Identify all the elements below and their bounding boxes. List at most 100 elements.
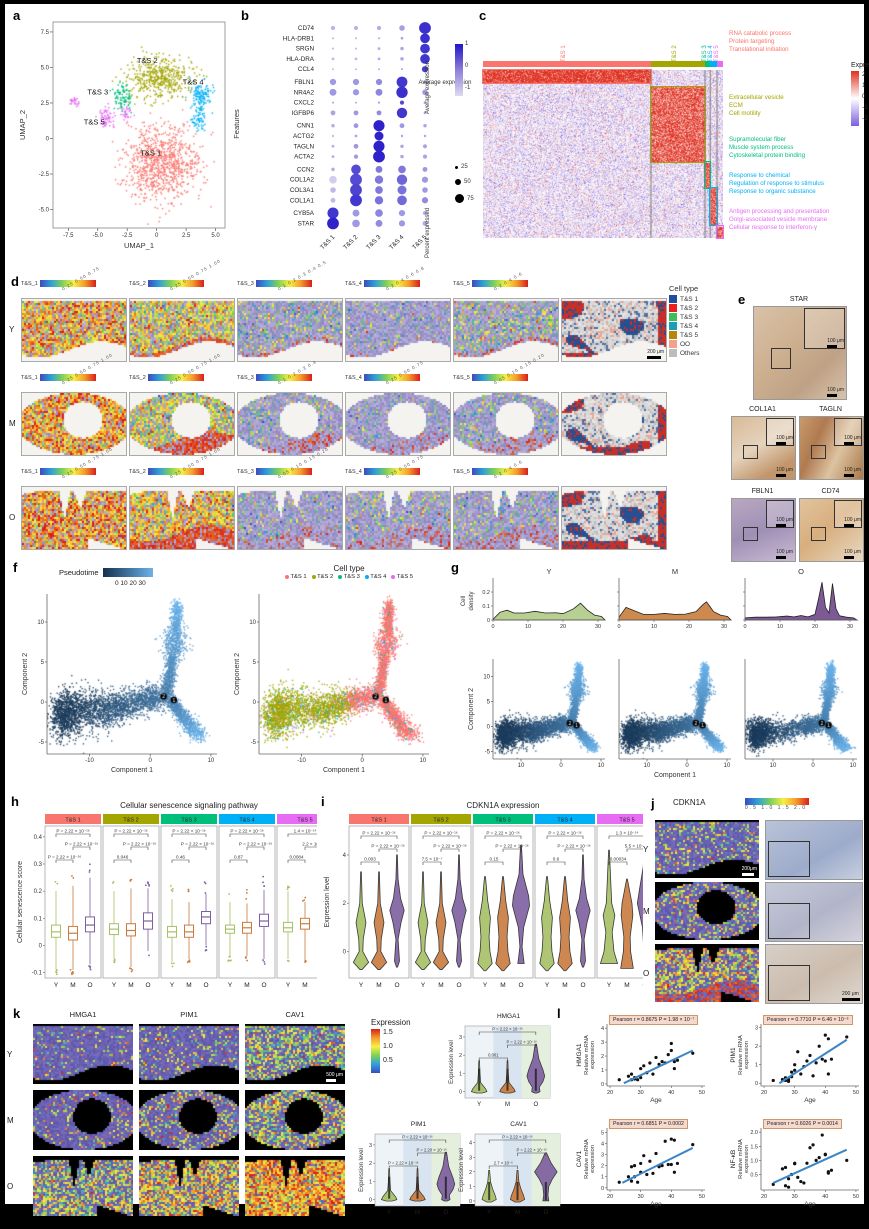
- svg-text:CNN1: CNN1: [297, 123, 315, 130]
- svg-text:P = 2.22 × 10⁻¹⁶: P = 2.22 × 10⁻¹⁶: [362, 831, 395, 836]
- panel-label-k: k: [13, 1006, 21, 1021]
- svg-text:1.3 × 10⁻¹⁴: 1.3 × 10⁻¹⁴: [616, 831, 639, 836]
- scale-inset: 100 μm: [776, 517, 793, 528]
- svg-text:30: 30: [721, 624, 727, 630]
- scale-inset: 100 μm: [844, 435, 861, 446]
- spatial-map-M-T&S_4: [345, 392, 451, 456]
- spatial-map-Y-T&S_3: [237, 298, 343, 362]
- svg-text:3: 3: [601, 1040, 604, 1046]
- panel-label-j: j: [651, 796, 655, 811]
- svg-text:M: M: [438, 982, 443, 989]
- colorbar-title: T&S_4: [345, 280, 362, 287]
- svg-text:Component 2: Component 2: [468, 688, 475, 730]
- svg-text:0.46: 0.46: [176, 855, 185, 860]
- svg-text:P = 2.20 × 10⁻¹⁶: P = 2.20 × 10⁻¹⁶: [416, 1148, 447, 1153]
- panel-j-cdkn1a: CDKN1A 0.5 1.0 1.5 2.0 Y 200μm M O 200 μm: [643, 798, 865, 1004]
- go-term: ECM: [729, 101, 743, 109]
- svg-text:5.0: 5.0: [211, 233, 220, 239]
- svg-text:-5.0: -5.0: [93, 233, 104, 239]
- svg-text:P = 2.22 × 10⁻¹⁶: P = 2.22 × 10⁻¹⁶: [114, 829, 147, 834]
- j-colorbar: 0.5 1.0 1.5 2.0: [745, 798, 815, 811]
- svg-text:T&S 4: T&S 4: [388, 234, 406, 252]
- j-ihc-scale: 200 μm: [842, 991, 860, 1001]
- svg-text:ACTA2: ACTA2: [294, 154, 314, 161]
- colgroup-label: T&S 2: [672, 45, 678, 62]
- svg-text:30: 30: [792, 1090, 798, 1096]
- colgroup-label: T&S 1: [561, 45, 567, 62]
- svg-text:0.1: 0.1: [482, 604, 490, 610]
- svg-text:O: O: [203, 982, 208, 989]
- spatial-map-Y-T&S_5: [453, 298, 559, 362]
- ihc-roi: [743, 526, 758, 542]
- density-Y: Y 0 0.1 0.2 0 10 20 30 Cell density: [461, 567, 606, 630]
- svg-text:Y: Y: [359, 982, 364, 989]
- svg-text:M: M: [624, 982, 629, 989]
- svg-text:-10: -10: [85, 758, 94, 764]
- pseudotime-legend-title: Pseudotime: [59, 568, 99, 577]
- svg-text:P = 2.22 × 10⁻¹⁶: P = 2.22 × 10⁻¹⁶: [557, 844, 590, 849]
- density-M: M 0 10 20 30: [617, 567, 732, 630]
- spatial-map-Y-T&S_1: [21, 298, 127, 362]
- svg-text:HMGA1: HMGA1: [576, 1043, 583, 1067]
- svg-text:0: 0: [685, 763, 689, 769]
- svg-text:0: 0: [369, 1198, 372, 1204]
- svg-text:0: 0: [487, 725, 491, 731]
- svg-text:0: 0: [155, 233, 159, 239]
- svg-text:1.5: 1.5: [750, 1144, 758, 1150]
- svg-text:P = 2.22 × 10⁻¹⁶: P = 2.22 × 10⁻¹⁶: [486, 831, 519, 836]
- ihc-inset: [765, 500, 794, 529]
- svg-text:O: O: [533, 1102, 538, 1108]
- scale-bar: 200 μm: [647, 349, 664, 359]
- svg-text:T&S 4: T&S 4: [239, 818, 254, 824]
- svg-text:T&S 4: T&S 4: [183, 78, 204, 87]
- go-term-group: RNA catabolic process Protein targeting Tr…: [729, 30, 847, 53]
- svg-text:T&S 2: T&S 2: [123, 818, 138, 824]
- svg-text:IGFBP6: IGFBP6: [292, 110, 315, 117]
- svg-text:T&S 3: T&S 3: [181, 818, 196, 824]
- svg-text:2: 2: [601, 1164, 604, 1170]
- legend-item: T&S 1: [284, 574, 307, 580]
- svg-text:10: 10: [518, 763, 525, 769]
- ihc-title-STAR: STAR: [789, 296, 809, 303]
- svg-text:1: 1: [459, 1071, 462, 1077]
- svg-text:4: 4: [469, 1141, 472, 1147]
- umap-points: [53, 22, 225, 228]
- svg-text:M: M: [562, 982, 567, 989]
- svg-text:M: M: [415, 1210, 420, 1216]
- svg-text:5.5 × 10⁻¹⁰: 5.5 × 10⁻¹⁰: [625, 844, 643, 849]
- svg-text:2: 2: [369, 1161, 372, 1167]
- svg-text:P = 2.22 × 10⁻¹⁶: P = 2.22 × 10⁻¹⁶: [239, 842, 272, 847]
- svg-text:T&S 1: T&S 1: [140, 149, 161, 158]
- svg-text:P = 2.22 × 10⁻¹⁶: P = 2.22 × 10⁻¹⁶: [424, 831, 457, 836]
- svg-text:expression: expression: [744, 1041, 750, 1069]
- svg-text:10: 10: [483, 675, 490, 681]
- l-scatter-HMGA1: 0 1 2 3 4 20 30 40 50 Age HMGA1 Relative mRNA expres…: [576, 1024, 705, 1104]
- ihc-roi: [743, 444, 758, 460]
- scale-inset: 100 μm: [827, 338, 844, 348]
- svg-text:P = 2.22 × 10⁻¹⁶: P = 2.22 × 10⁻¹⁶: [516, 1148, 547, 1153]
- svg-text:30: 30: [792, 1194, 798, 1200]
- svg-text:1.4 × 10⁻¹⁴: 1.4 × 10⁻¹⁴: [294, 829, 317, 834]
- j-colorbar-ticks: 0.5 1.0 1.5 2.0: [745, 805, 807, 811]
- g-trajectory-O: [745, 659, 857, 759]
- k-map-HMGA1-Y: [33, 1024, 133, 1084]
- svg-text:M: M: [302, 982, 307, 989]
- k-scale: 500 μm: [326, 1072, 343, 1082]
- go-term-group: Extracellular vesicle ECM Cell motility: [729, 94, 847, 117]
- svg-text:40: 40: [822, 1090, 828, 1096]
- svg-text:10: 10: [249, 620, 256, 626]
- svg-text:Y: Y: [487, 1210, 491, 1216]
- panel-label-g: g: [451, 560, 459, 575]
- svg-text:T&S 2: T&S 2: [137, 56, 158, 65]
- svg-text:2: 2: [469, 1170, 472, 1176]
- svg-text:40: 40: [822, 1194, 828, 1200]
- map-colorbar: T&S_5 0.2 0.4 0.6: [453, 459, 557, 484]
- svg-text:O: O: [87, 982, 92, 989]
- svg-text:50: 50: [853, 1194, 859, 1200]
- svg-text:NR4A2: NR4A2: [294, 89, 315, 96]
- svg-text:-5.0: -5.0: [39, 208, 50, 214]
- svg-text:T&S 1: T&S 1: [371, 818, 386, 824]
- svg-text:0: 0: [46, 136, 50, 142]
- j-row-label-M: M: [643, 907, 650, 916]
- scale-inset: 100 μm: [844, 517, 861, 528]
